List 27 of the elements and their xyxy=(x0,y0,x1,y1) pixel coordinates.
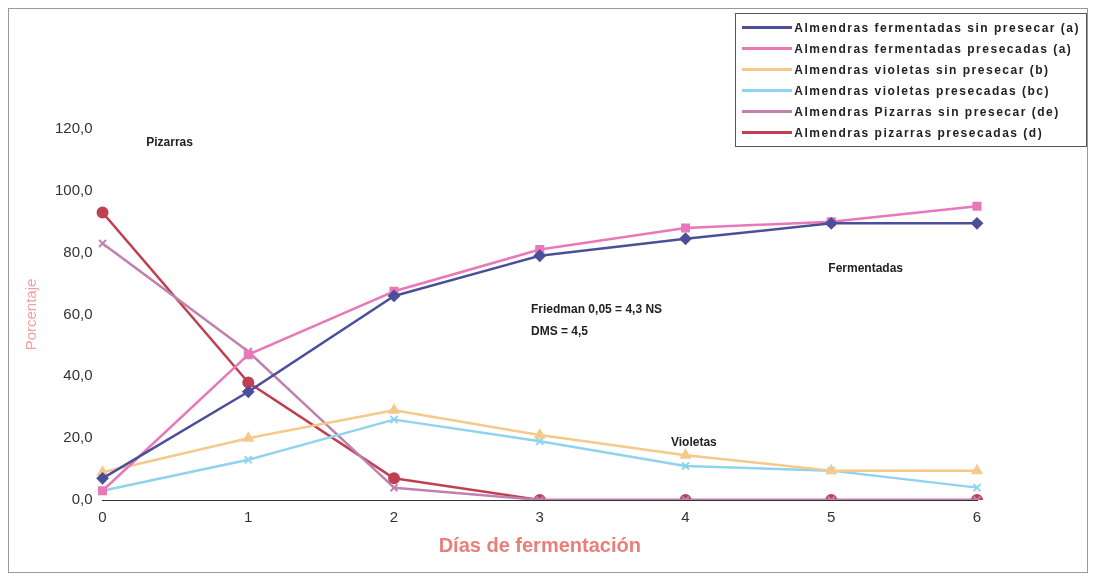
y-tick-label: 0,0 xyxy=(71,490,93,508)
x-axis-title: Días de fermentación xyxy=(438,533,641,556)
x-tick-label: 0 xyxy=(98,508,107,526)
x-tick-label: 3 xyxy=(535,508,544,526)
legend-label: Almendras fermentadas sin presecar (a) xyxy=(794,20,1080,35)
legend-label: Almendras violetas sin presecar (b) xyxy=(794,62,1050,77)
legend-label: Almendras pizarras presecadas (d) xyxy=(794,125,1044,140)
legend-label: Almendras violetas presecadas (bc) xyxy=(794,83,1050,98)
x-tick-label: 2 xyxy=(389,508,399,526)
y-tick-label: 20,0 xyxy=(63,428,93,446)
x-tick-label: 5 xyxy=(827,508,836,526)
annotation: DMS = 4,5 xyxy=(531,323,589,338)
legend-label: Almendras Pizarras sin presecar (de) xyxy=(794,104,1060,119)
legend-label: Almendras fermentadas presecadas (a) xyxy=(794,41,1073,56)
annotation: Violetas xyxy=(670,435,718,450)
annotation: Friedman 0,05 = 4,3 NS xyxy=(531,301,663,316)
y-tick-label: 120,0 xyxy=(54,119,93,137)
annotation: Pizarras xyxy=(146,134,194,149)
x-tick-label: 6 xyxy=(972,508,982,526)
y-tick-label: 40,0 xyxy=(63,366,93,384)
y-axis-title: Porcentaje xyxy=(22,278,40,351)
x-tick-label: 1 xyxy=(244,508,253,526)
y-tick-label: 60,0 xyxy=(63,304,93,322)
y-tick-label: 100,0 xyxy=(54,180,93,198)
annotation: Fermentadas xyxy=(828,260,904,275)
x-tick-label: 4 xyxy=(681,508,690,526)
y-tick-label: 80,0 xyxy=(63,242,93,260)
